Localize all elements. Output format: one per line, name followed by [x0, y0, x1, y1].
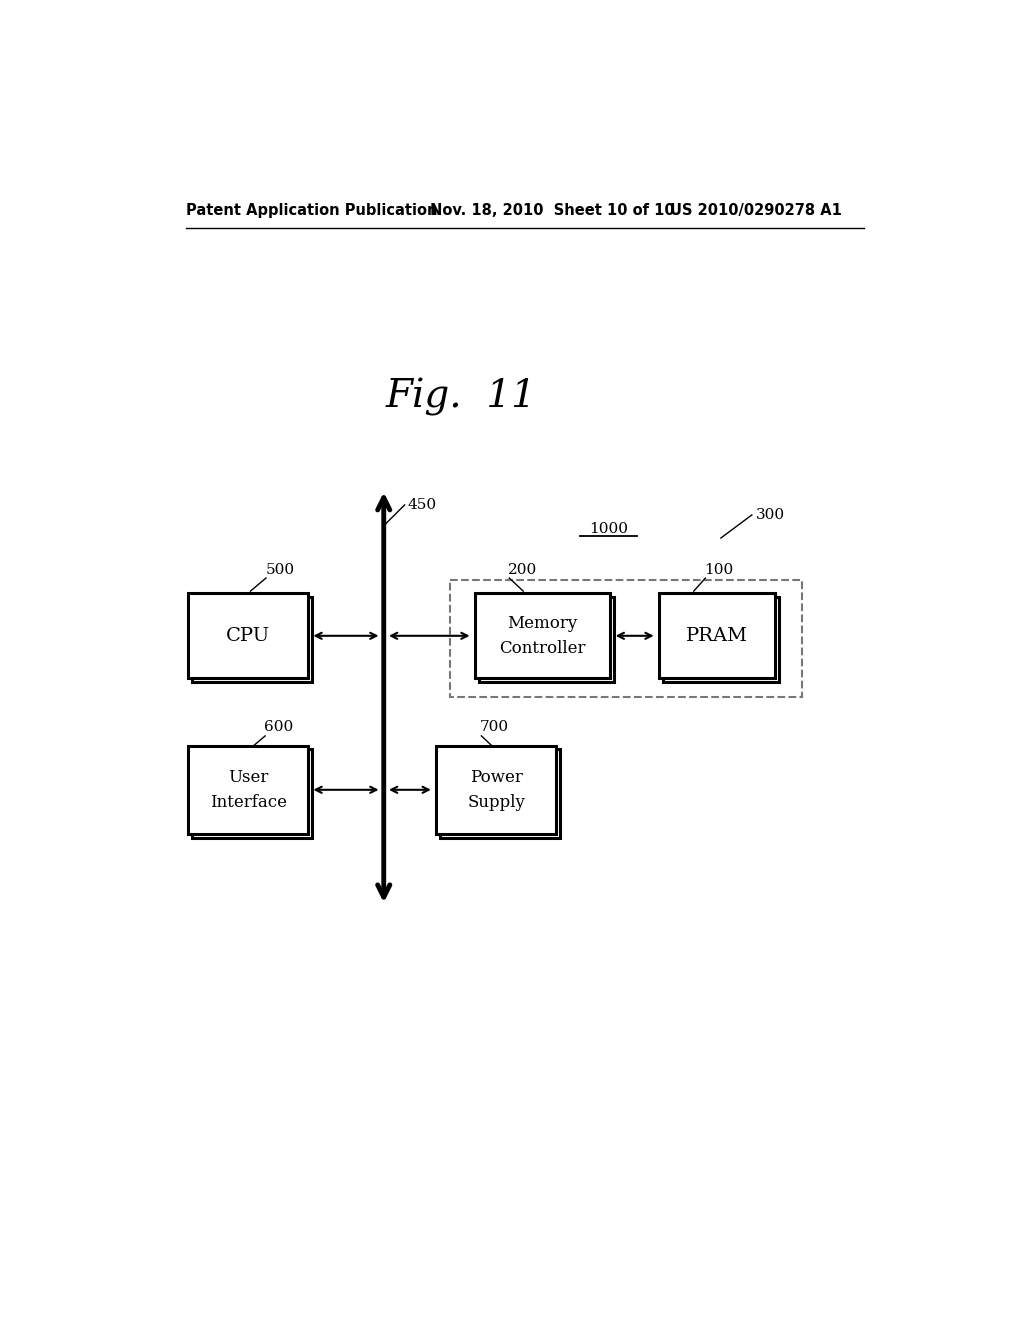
Text: Power
Supply: Power Supply	[467, 768, 525, 810]
Text: 700: 700	[480, 721, 509, 734]
Bar	[663, 597, 779, 682]
Bar	[658, 594, 775, 678]
Bar	[478, 597, 614, 682]
Text: 450: 450	[407, 498, 436, 512]
Text: Patent Application Publication: Patent Application Publication	[186, 203, 437, 218]
Text: 100: 100	[703, 562, 733, 577]
Text: CPU: CPU	[226, 627, 270, 644]
Text: 1000: 1000	[589, 521, 628, 536]
Bar	[188, 746, 308, 834]
Bar	[450, 581, 802, 697]
Bar	[475, 594, 610, 678]
Text: 600: 600	[263, 721, 293, 734]
Text: 200: 200	[508, 562, 537, 577]
Text: Fig.  11: Fig. 11	[386, 378, 537, 416]
Bar	[191, 750, 312, 838]
Text: US 2010/0290278 A1: US 2010/0290278 A1	[671, 203, 843, 218]
Text: Nov. 18, 2010  Sheet 10 of 10: Nov. 18, 2010 Sheet 10 of 10	[430, 203, 675, 218]
Text: User
Interface: User Interface	[210, 768, 287, 810]
Bar	[188, 594, 308, 678]
Text: 500: 500	[266, 562, 295, 577]
Text: 300: 300	[756, 508, 784, 521]
Text: Memory
Controller: Memory Controller	[500, 615, 586, 656]
Bar	[440, 750, 560, 838]
Bar	[436, 746, 556, 834]
Text: PRAM: PRAM	[686, 627, 748, 644]
Bar	[191, 597, 312, 682]
